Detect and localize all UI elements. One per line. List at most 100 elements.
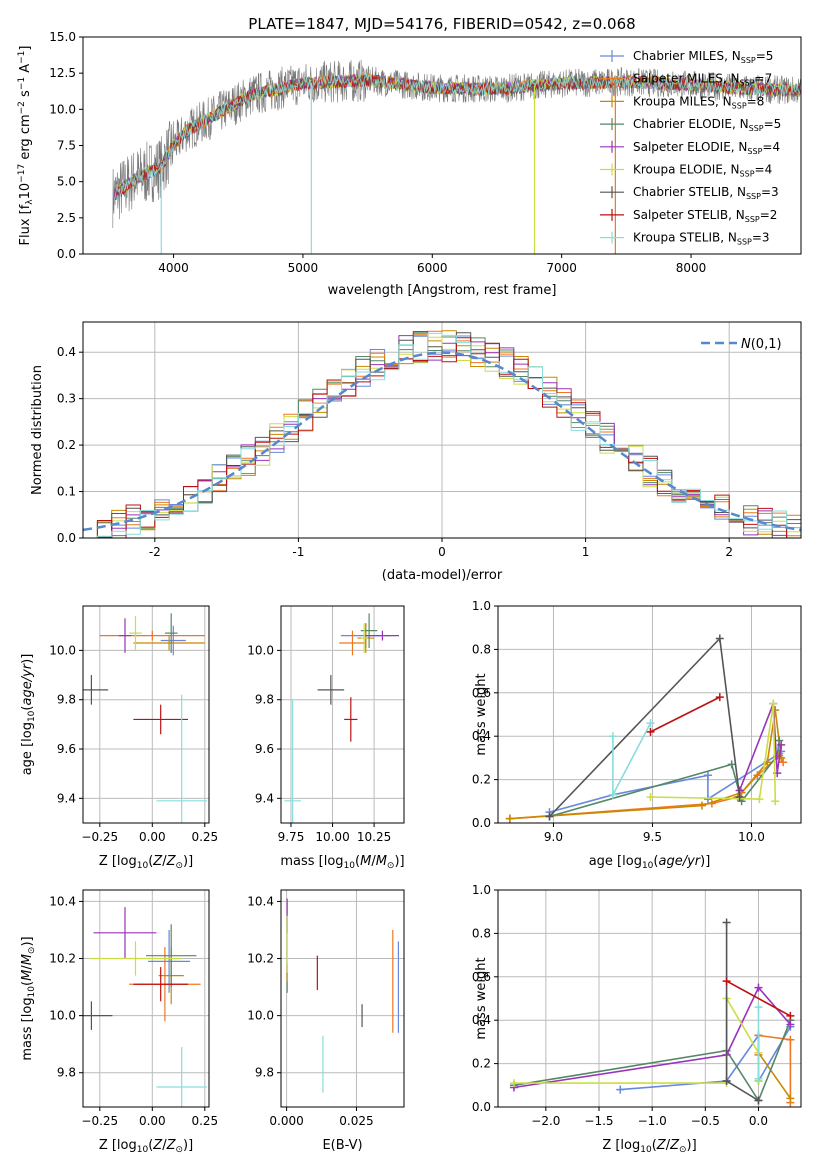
y-tick-label: 0.6 — [472, 686, 491, 700]
y-tick-label: 9.4 — [255, 791, 274, 805]
y-tick-label: 9.8 — [57, 1066, 76, 1080]
x-tick-label: 1 — [582, 545, 590, 559]
x-tick-label: 0.025 — [339, 1114, 373, 1128]
weight-point — [722, 918, 731, 927]
x-tick-label: −0.25 — [81, 830, 118, 844]
weight-line-5 — [513, 986, 792, 1089]
x-tick-label: 0.0 — [749, 1114, 768, 1128]
y-tick-label: 0.2 — [472, 773, 491, 787]
y-tick-label: 0.8 — [472, 926, 491, 940]
y-axis-label: Flux [fλ10−17 erg cm−2 s−1 A−1] — [17, 46, 35, 246]
y-tick-label: 0.2 — [57, 438, 76, 452]
weights-vs-age-plot-area — [505, 634, 788, 823]
weight-line-6 — [513, 995, 760, 1084]
y-tick-label: 0.0 — [472, 1100, 491, 1114]
y-tick-label: 10.2 — [49, 952, 76, 966]
y-tick-label: 9.8 — [57, 693, 76, 707]
residuals-plot-area — [83, 330, 801, 538]
weight-line-6 — [650, 703, 777, 802]
weight-point — [735, 792, 744, 801]
weights-vs-age-frame — [497, 605, 802, 824]
x-axis-label: Z [log10(Z/Z⊙)] — [602, 1138, 696, 1155]
weight-point — [754, 983, 763, 992]
weights-vs-Z-axes: −2.0 −1.5 −1.0 −0.5 0.0 0.0 0.2 0.4 0.6 0.8 1.0 — [472, 883, 802, 1128]
legend-label: Chabrier MILES, NSSP=5 — [633, 49, 773, 65]
y-tick-label: 5.0 — [57, 175, 76, 189]
weights-vs-Z-plot-area — [509, 918, 795, 1107]
weight-point — [769, 699, 778, 708]
weight-point — [703, 795, 712, 804]
x-tick-label: 10.25 — [357, 830, 391, 844]
x-tick-label: 0.000 — [269, 1114, 303, 1128]
x-axis-label: wavelength [Angstrom, rest frame] — [328, 283, 557, 298]
x-tick-label: 9.5 — [643, 830, 662, 844]
weight-line-3 — [509, 710, 782, 820]
weight-line-8 — [650, 696, 721, 733]
weight-point — [715, 634, 724, 643]
x-tick-label: −1.0 — [638, 1114, 667, 1128]
x-tick-label: 9.75 — [278, 830, 305, 844]
weight-line-5 — [738, 703, 782, 791]
y-tick-label: 10.0 — [49, 643, 76, 657]
weight-point — [754, 1003, 763, 1012]
weight-point — [608, 790, 617, 799]
x-tick-label: 0.25 — [191, 830, 218, 844]
y-tick-label: 7.5 — [57, 139, 76, 153]
weight-point — [646, 719, 655, 728]
chart-title: PLATE=1847, MJD=54176, FIBERID=0542, z=0… — [248, 15, 635, 33]
y-tick-label: 9.8 — [255, 693, 274, 707]
x-axis-label: Z [log10(Z/Z⊙)] — [99, 854, 193, 871]
x-tick-label: 0.00 — [139, 1114, 166, 1128]
y-tick-label: 9.8 — [255, 1066, 274, 1080]
weight-point — [754, 1074, 763, 1083]
x-tick-label: 9.0 — [544, 830, 563, 844]
x-tick-label: 2 — [725, 545, 733, 559]
y-tick-label: 10.2 — [247, 952, 274, 966]
weight-point — [727, 760, 736, 769]
age-vs-Z-frame — [82, 605, 210, 824]
weight-point — [777, 740, 786, 749]
x-tick-label: 0.25 — [191, 1114, 218, 1128]
residuals-axes: -2 -1 0 1 2 0.0 0.1 0.2 0.3 0.4 — [57, 321, 802, 559]
x-tick-label: 6000 — [417, 261, 448, 275]
weights-vs-age-axes: 9.0 9.5 10.0 0.0 0.2 0.4 0.6 0.8 1.0 — [472, 599, 802, 844]
age-vs-Z-plot-area — [83, 613, 207, 823]
y-tick-label: 9.4 — [57, 791, 76, 805]
y-tick-label: 10.4 — [247, 894, 274, 908]
weight-line-8 — [726, 980, 791, 1017]
weight-point — [509, 1079, 518, 1088]
y-tick-label: 10.0 — [49, 102, 76, 116]
x-tick-label: 0.00 — [139, 830, 166, 844]
legend-label: Salpeter STELIB, NSSP=2 — [633, 208, 777, 224]
gaussian-curve — [83, 351, 801, 532]
y-tick-label: 0.3 — [57, 392, 76, 406]
x-axis-label: E(B-V) — [322, 1138, 362, 1153]
weight-point — [753, 771, 762, 780]
weight-point — [779, 758, 788, 767]
weight-point — [755, 795, 764, 804]
weight-point — [722, 1076, 731, 1085]
y-tick-label: 0.0 — [57, 247, 76, 261]
x-tick-label: 0 — [438, 545, 446, 559]
x-tick-label: -1 — [292, 545, 304, 559]
legend-label: Chabrier ELODIE, NSSP=5 — [633, 117, 781, 133]
x-tick-label: 5000 — [288, 261, 319, 275]
x-axis-label: (data-model)/error — [382, 568, 503, 583]
weight-point — [722, 977, 731, 986]
x-tick-label: −0.5 — [691, 1114, 720, 1128]
legend-label: Salpeter MILES, NSSP=7 — [633, 72, 772, 88]
x-axis-label: Z [log10(Z/Z⊙)] — [99, 1138, 193, 1155]
spectrum-plot-area — [112, 59, 801, 254]
spectrum-axes: 4000 5000 6000 7000 8000 0.0 2.5 5.0 7.5 10.0 12.5… — [49, 30, 802, 275]
weight-point — [703, 771, 712, 780]
age-vs-mass-axes: 9.75 10.00 10.25 9.4 9.6 9.8 10.0 — [247, 605, 405, 844]
legend-label: Chabrier STELIB, NSSP=3 — [633, 185, 779, 201]
y-tick-label: 10.0 — [49, 1009, 76, 1023]
x-tick-label: −1.5 — [584, 1114, 613, 1128]
y-tick-label: 10.4 — [49, 894, 76, 908]
y-tick-label: 0.6 — [472, 970, 491, 984]
y-axis-label: mass weight — [474, 957, 489, 1039]
age-vs-mass-frame — [280, 605, 405, 824]
mass-vs-EBV-frame — [280, 889, 405, 1108]
weight-point — [646, 792, 655, 801]
